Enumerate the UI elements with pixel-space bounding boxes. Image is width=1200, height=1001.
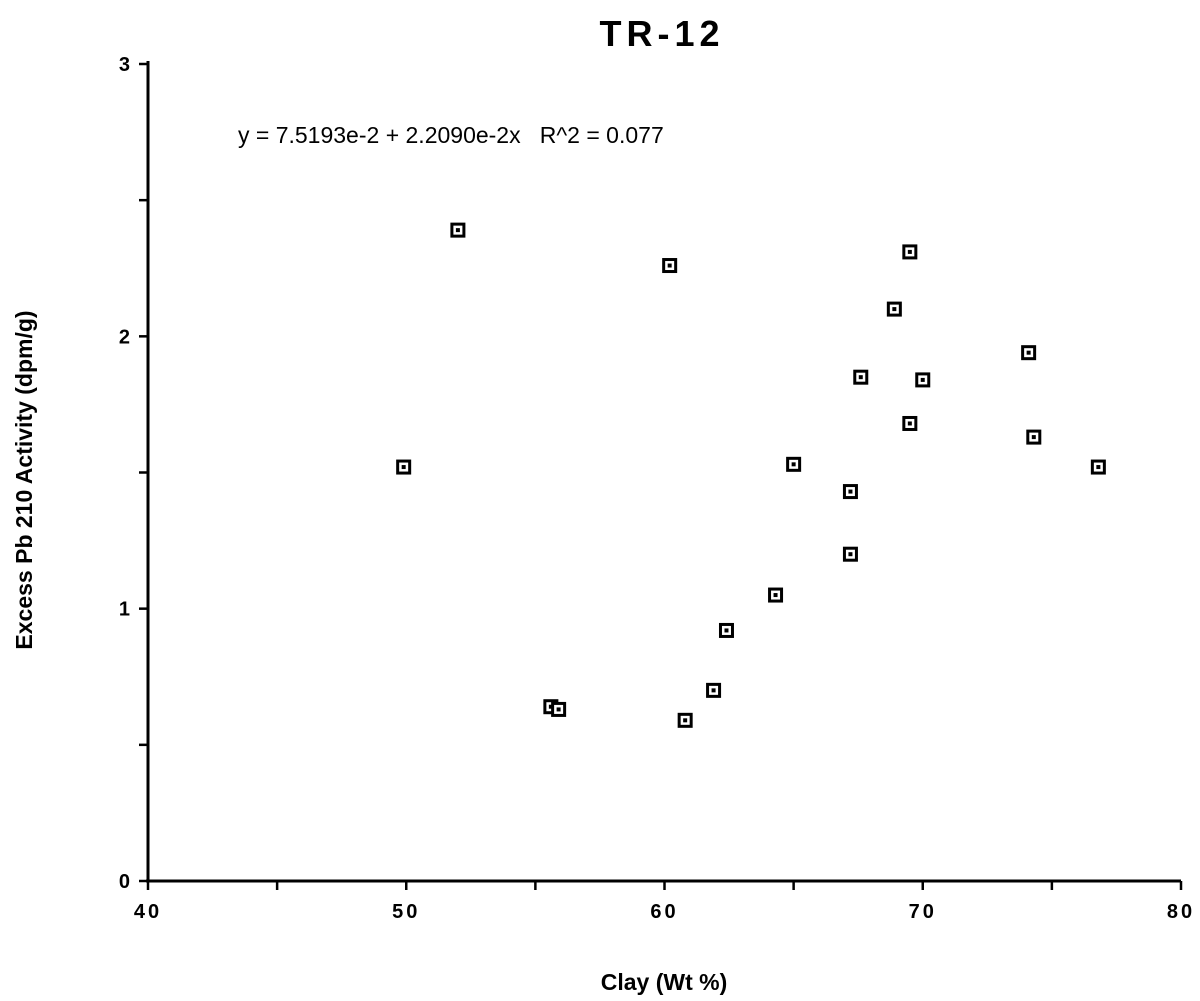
x-tick-label: 60 (650, 901, 678, 923)
y-tick-label: 3 (119, 54, 133, 76)
data-point (718, 622, 734, 638)
data-point (786, 456, 802, 472)
y-tick-label: 1 (119, 599, 133, 621)
y-tick-label: 0 (119, 871, 133, 893)
x-tick-label: 70 (909, 901, 937, 923)
data-point (706, 682, 722, 698)
data-point (902, 415, 918, 431)
x-tick-label: 80 (1167, 901, 1195, 923)
x-tick-label: 40 (134, 901, 162, 923)
data-point (842, 546, 858, 562)
data-point (768, 587, 784, 603)
data-point (915, 372, 931, 388)
data-point (1026, 429, 1042, 445)
chart-title: TR-12 (599, 13, 724, 54)
axes (146, 61, 1181, 883)
data-point (551, 701, 567, 717)
data-point (677, 712, 693, 728)
x-tick-label: 50 (392, 901, 420, 923)
data-point (902, 244, 918, 260)
regression-equation: y = 7.5193e-2 + 2.2090e-2x R^2 = 0.077 (238, 122, 664, 148)
y-tick-label: 2 (119, 326, 133, 348)
data-point (1021, 345, 1037, 361)
data-point (886, 301, 902, 317)
data-point (842, 484, 858, 500)
data-point (1090, 459, 1106, 475)
data-point (450, 222, 466, 238)
x-axis-label: Clay (Wt %) (601, 969, 728, 995)
axis-ticks: 0 1 2 3 40 50 60 70 80 (119, 54, 1195, 923)
data-point (662, 258, 678, 274)
y-axis-label: Excess Pb 210 Activity (dpm/g) (11, 310, 37, 649)
data-point (396, 459, 412, 475)
data-point (853, 369, 869, 385)
data-points (396, 222, 1106, 728)
